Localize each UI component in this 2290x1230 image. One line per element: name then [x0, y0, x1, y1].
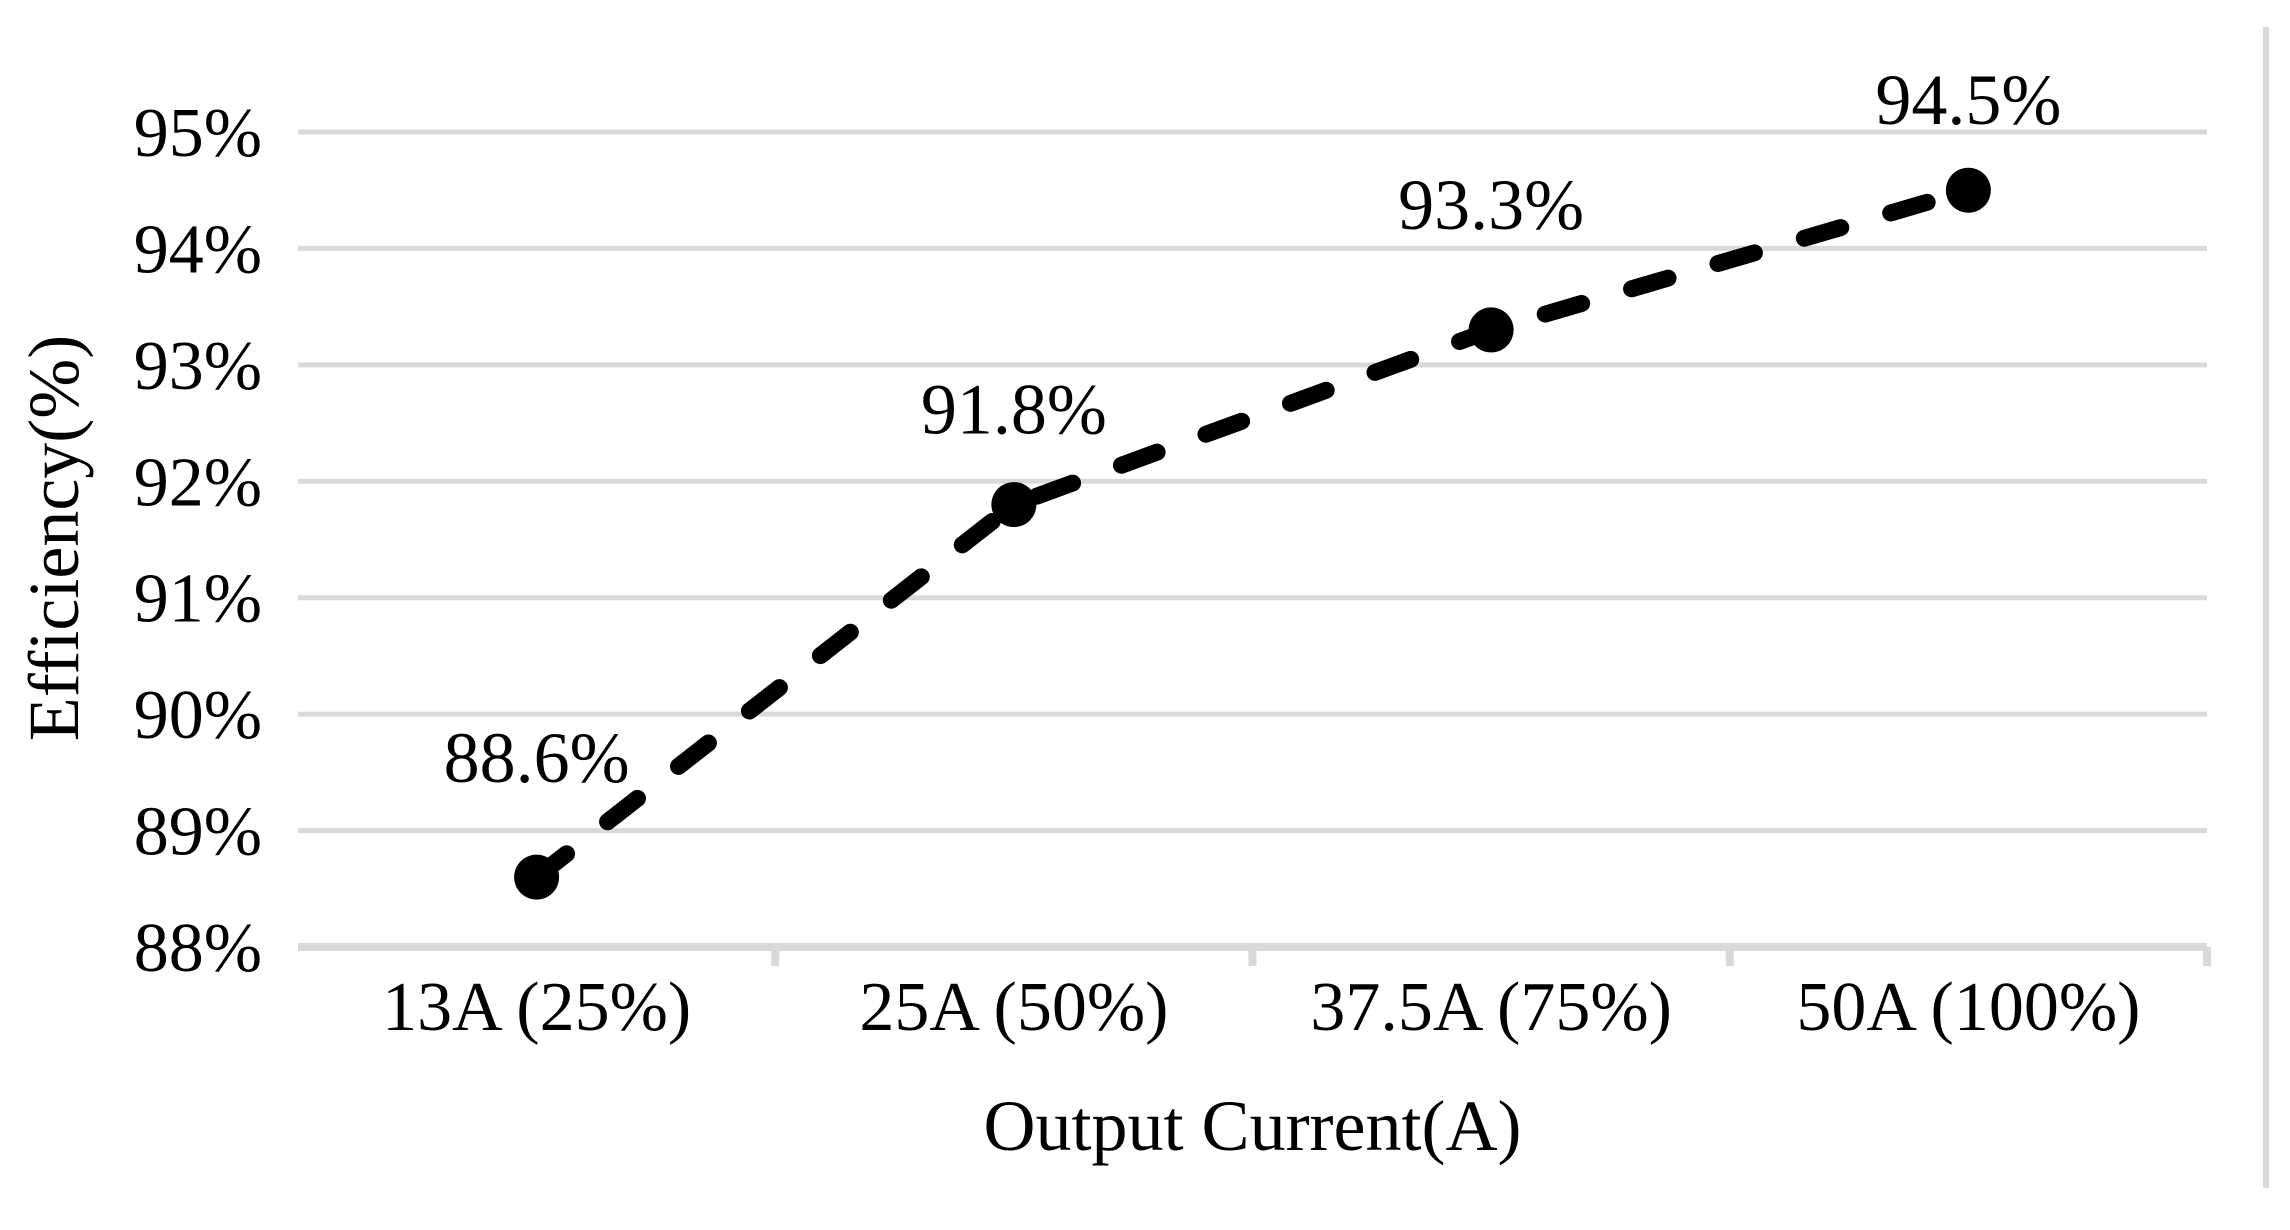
data-point-label: 88.6% [444, 718, 630, 798]
y-tick-label: 95% [134, 95, 262, 172]
y-tick-label: 92% [134, 444, 262, 521]
x-tick-label: 25A (50%) [859, 969, 1168, 1046]
x-axis-tick-marks [771, 947, 2211, 966]
y-axis-tick-labels: 88% 89% 90% 91% 92% 93% 94% 95% [134, 95, 262, 987]
data-point-label: 91.8% [921, 370, 1107, 450]
y-tick-label: 90% [134, 677, 262, 754]
y-tick-label: 93% [134, 328, 262, 405]
x-tick-label: 50A (100%) [1796, 969, 2140, 1046]
data-point-marker [1468, 307, 1514, 353]
x-tick-label: 37.5A (75%) [1310, 969, 1672, 1046]
x-tick-label: 13A (25%) [382, 969, 691, 1046]
data-point-label: 94.5% [1875, 60, 2061, 140]
data-point-label: 93.3% [1398, 165, 1584, 245]
y-tick-label: 88% [134, 910, 262, 987]
data-point-marker [514, 854, 560, 900]
series-data-labels: 88.6% 91.8% 93.3% 94.5% [444, 60, 2062, 798]
data-point-marker [991, 482, 1037, 528]
x-axis-tick-labels: 13A (25%) 25A (50%) 37.5A (75%) 50A (100%) [382, 969, 2140, 1046]
data-point-marker [1945, 167, 1991, 213]
y-axis-title: Efficiency(%) [14, 335, 94, 741]
x-axis-title: Output Current(A) [984, 1086, 1522, 1166]
y-tick-label: 91% [134, 561, 262, 638]
y-gridlines [298, 129, 2207, 951]
efficiency-series-dashed-line [528, 181, 1977, 886]
series-markers [514, 167, 1991, 900]
y-tick-label: 89% [134, 794, 262, 871]
y-tick-label: 94% [134, 211, 262, 288]
